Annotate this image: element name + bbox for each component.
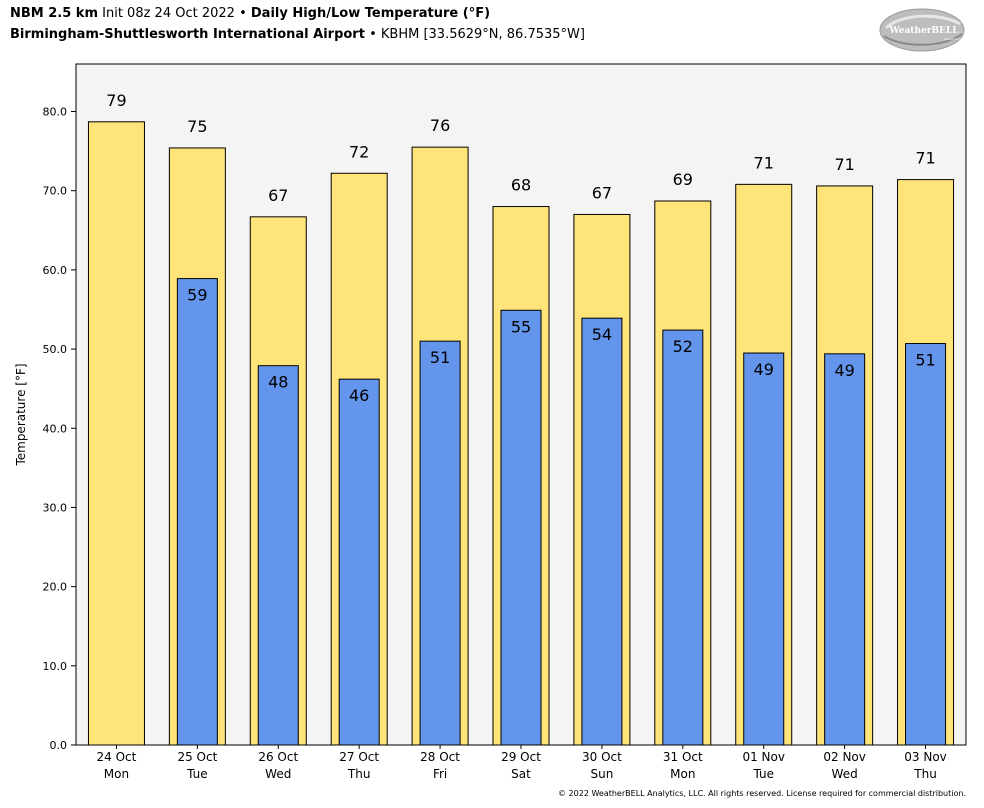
x-tick-date-label: 24 Oct [97,750,137,764]
y-tick-label: 0.0 [50,739,68,752]
x-tick-date-label: 30 Oct [582,750,622,764]
x-tick-date-label: 02 Nov [823,750,866,764]
x-tick-date-label: 01 Nov [742,750,785,764]
x-tick-day-label: Mon [104,767,129,781]
title-separator: • [239,6,247,21]
low-temp-bar [176,278,218,746]
x-tick-date-label: 03 Nov [904,750,947,764]
y-tick-label: 10.0 [43,660,68,673]
y-axis: 0.0 10.0 20.0 30.0 40.0 50.0 60.0 70.0 80.0 [43,106,76,752]
station-coordinates: KBHM [33.5629°N, 86.7535°W] [380,27,585,42]
chart-subtitle: Birmingham-Shuttlesworth International A… [10,27,585,42]
y-tick-label: 40.0 [43,422,68,435]
low-temp-label: 49 [754,360,774,379]
high-temp-label: 71 [754,153,774,172]
low-temp-bar [662,329,704,746]
low-temp-bar [581,317,623,746]
product-title: Daily High/Low Temperature (°F) [250,6,491,21]
low-temp-label: 51 [915,351,935,370]
high-temp-bar [87,121,145,746]
subtitle-separator: • [369,27,377,42]
model-name: NBM 2.5 km [10,6,98,21]
x-tick-day-label: Tue [752,767,774,781]
x-tick-date-label: 29 Oct [501,750,541,764]
high-temp-label: 68 [511,176,531,195]
x-tick-day-label: Wed [265,767,291,781]
low-temp-label: 54 [592,325,612,344]
x-tick-day-label: Thu [913,767,937,781]
low-temp-bar [905,343,947,746]
x-tick-date-label: 28 Oct [420,750,460,764]
low-temp-bar [419,340,461,746]
high-temp-label: 72 [349,142,369,161]
high-temp-label: 67 [268,186,288,205]
logo-text: WeatherBELL [888,26,959,36]
low-temp-bar [824,353,866,746]
low-temp-label: 59 [187,286,207,305]
y-tick-label: 20.0 [43,581,68,594]
data-labels-layer: 79 75 59 67 48 72 46 76 51 68 55 67 54 69 52 71 49 71 49 71… [106,91,935,405]
x-tick-day-label: Mon [670,767,695,781]
init-time: Init 08z 24 Oct 2022 [102,6,235,21]
low-temp-label: 46 [349,386,369,405]
x-tick-date-label: 25 Oct [177,750,217,764]
y-tick-label: 30.0 [43,501,68,514]
x-tick-day-label: Sun [590,767,613,781]
logo-subtext: Analytics LLC [944,37,964,41]
x-tick-day-label: Fri [433,767,447,781]
y-tick-label: 70.0 [43,185,68,198]
x-tick-day-label: Wed [832,767,858,781]
high-temp-label: 75 [187,117,207,136]
low-temp-bar [743,352,785,746]
low-temp-label: 48 [268,373,288,392]
high-temp-label: 69 [673,170,693,189]
y-tick-label: 60.0 [43,264,68,277]
low-temp-bar [338,378,380,746]
weatherbell-logo: WeatherBELL Analytics LLC [879,8,965,52]
x-tick-day-label: Thu [347,767,371,781]
low-temp-label: 55 [511,317,531,336]
plot-frame [75,63,967,746]
low-temp-label: 49 [834,361,854,380]
copyright-footer: © 2022 WeatherBELL Analytics, LLC. All r… [558,789,966,798]
x-tick-date-label: 26 Oct [258,750,298,764]
chart-title: NBM 2.5 km Init 08z 24 Oct 2022 • Daily … [10,6,490,21]
station-name: Birmingham-Shuttlesworth International A… [10,27,365,42]
x-tick-date-label: 27 Oct [339,750,379,764]
y-axis-label: Temperature [°F] [14,363,28,466]
x-tick-day-label: Tue [186,767,208,781]
low-temp-label: 52 [673,337,693,356]
x-tick-date-label: 31 Oct [663,750,703,764]
low-temp-bar [500,309,542,746]
high-temp-label: 67 [592,183,612,202]
high-temp-label: 79 [106,91,126,110]
low-temp-label: 51 [430,348,450,367]
bars-layer [87,121,955,746]
x-axis: 24 Oct Mon 25 Oct Tue 26 Oct Wed 27 Oct Thu 28 O… [97,745,947,781]
high-temp-label: 76 [430,116,450,135]
y-tick-label: 80.0 [43,106,68,119]
high-temp-label: 71 [915,149,935,168]
high-temp-label: 71 [834,155,854,174]
low-temp-bar [257,365,299,746]
y-tick-label: 50.0 [43,343,68,356]
x-tick-day-label: Sat [511,767,531,781]
